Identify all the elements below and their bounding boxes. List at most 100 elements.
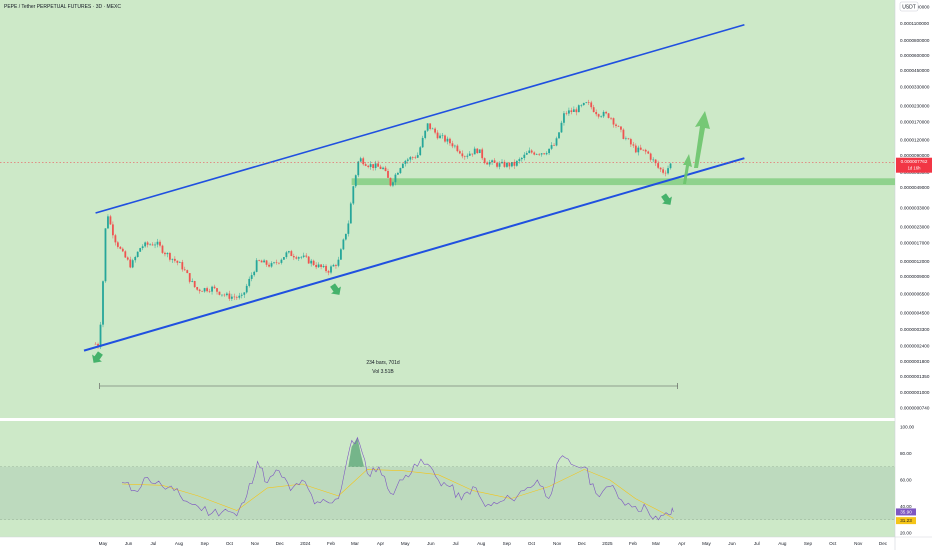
candle-body [597,114,600,117]
channel-upper-line[interactable] [95,24,745,214]
touch-arrow-3 [661,193,672,205]
candle-body [424,130,427,138]
candle-body [394,174,397,183]
time-tick-label: Jul [150,541,156,546]
time-tick-label: Nov [854,541,863,546]
price-tick-label: 0.0000017000 [900,241,930,246]
channel-lower-line[interactable] [83,157,745,352]
candle-body [238,295,241,298]
candle-body [173,258,176,261]
candle-body [181,262,184,270]
rsi-tick-label: 20.00 [900,531,912,536]
candle-body [164,252,166,255]
candle-body [322,265,325,267]
candle-body [389,177,392,186]
time-tick-label: Oct [528,541,536,546]
candle-body [600,116,603,117]
candle-body [315,264,318,268]
candle-body [292,256,295,258]
time-tick-label: Feb [629,541,637,546]
candle-body [290,251,293,257]
candle-body [649,153,652,160]
rsi-value-tag: 35.90 [896,508,916,516]
rsi-ma-line [121,469,674,519]
candle-body [213,286,216,289]
currency-button[interactable]: USDT [899,1,919,12]
candle-body [188,273,191,282]
price-pane[interactable] [0,0,895,418]
price-tick-label: 0.0000120000 [900,138,930,143]
candle-body [141,246,144,249]
candle-body [543,153,546,155]
candle-body [456,145,459,152]
candle-body [379,166,382,169]
candle-body [228,293,231,299]
candle-body [488,162,491,165]
candle-body [659,167,662,170]
candle-body [302,255,305,257]
candle-body [325,265,327,272]
support-zone[interactable] [351,178,895,186]
candle-body [268,264,270,267]
candle-body [307,256,310,264]
touch-arrow-2 [330,283,341,295]
candle-body [486,162,489,165]
candle-body [416,155,419,158]
time-tick-label: May [702,541,711,546]
candle-body [461,153,464,157]
price-tick-label: 0.0000001800 [900,359,930,364]
time-tick-label: May [99,541,108,546]
candle-body [664,172,667,174]
time-tick-label: Dec [276,541,285,546]
candle-body [377,163,379,167]
price-tick-label: 0.0000049000 [900,185,930,190]
candle-body [374,163,377,168]
candle-body [347,223,350,234]
time-tick-label: Oct [226,541,234,546]
candle-body [233,296,236,298]
candle-body [533,152,536,155]
measure-bars-text: 234 bars, 701d [366,360,400,366]
time-axis [0,537,932,550]
candle-body [300,256,303,258]
candle-body [582,102,585,106]
measure-tool[interactable]: 234 bars, 701d Vol 3.51B [99,360,678,389]
time-tick-label: 2024 [300,541,311,546]
candle-body [572,109,575,112]
touch-arrow-1 [92,351,103,363]
candle-body [520,157,523,160]
time-tick-label: Sep [804,541,813,546]
candle-body [240,294,243,296]
price-tag-countdown: 1d 16h [908,166,921,171]
candle-body [250,275,253,279]
candle-body [102,281,104,325]
candle-body [139,248,142,252]
candle-body [632,144,635,146]
candle-body [149,244,151,246]
candle-body [109,216,112,225]
candle-body [146,242,149,245]
rsi-ma-label: 31.23 [900,518,912,523]
candle-body [629,139,632,145]
rsi-line [121,436,674,521]
candle-body [446,138,449,142]
rsi-tick-label: 80.00 [900,451,912,456]
price-tick-label: 0.0000170000 [900,119,930,124]
candle-body [481,149,484,159]
candle-body [607,113,610,118]
price-tick-label: 0.0000450000 [900,68,930,73]
candle-body [590,102,593,108]
candle-body [392,182,394,186]
time-tick-label: Dec [879,541,888,546]
candle-body [104,228,107,282]
candle-body [349,203,352,224]
candle-body [107,216,109,229]
candle-body [406,159,409,161]
candle-body [617,125,620,127]
candle-body [458,151,461,154]
candle-body [548,148,550,154]
candle-body [206,288,208,292]
candle-body [186,270,189,274]
candle-body [344,233,347,240]
candle-body [248,278,251,286]
